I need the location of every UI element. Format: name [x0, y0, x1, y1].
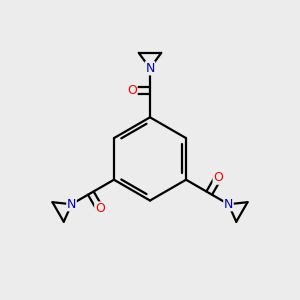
Text: O: O [127, 84, 137, 97]
Text: N: N [67, 198, 76, 211]
Text: O: O [95, 202, 105, 215]
Text: O: O [213, 171, 223, 184]
Text: N: N [224, 198, 233, 211]
Text: N: N [145, 62, 155, 75]
